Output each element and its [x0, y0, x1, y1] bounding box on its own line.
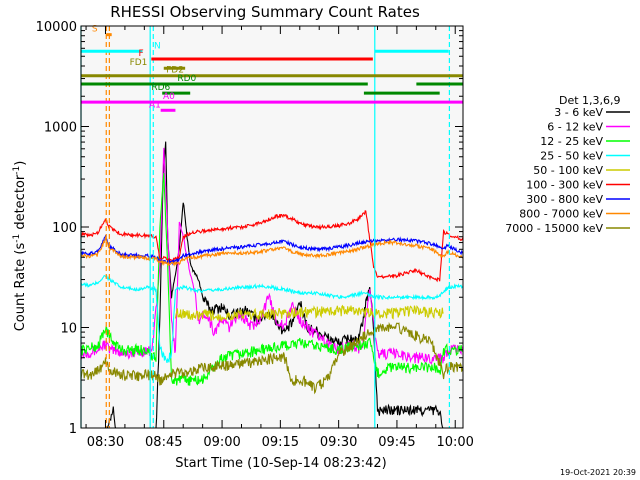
- y-tick-label: 10: [60, 322, 77, 337]
- legend-entry-label: 100 - 300 keV: [526, 179, 603, 192]
- axis-group: 1 10 100 1000 10000 08:30 08:45 09:00 09:15 09:30…: [36, 20, 474, 450]
- legend-title: Det 1,3,6,9: [559, 94, 621, 107]
- y-tick-label: 100: [52, 221, 77, 236]
- x-axis-label: Start Time (10-Sep-14 08:23:42): [175, 456, 386, 471]
- x-tick-label: 10:00: [436, 435, 473, 450]
- series-line-3: [81, 172, 463, 386]
- y-axis-label: Count Rate (s-1 detector-1): [12, 161, 28, 332]
- y-axis-label-close: ): [13, 161, 28, 166]
- x-tick-label: 09:45: [378, 435, 415, 450]
- y-tick-label: 10000: [36, 20, 77, 35]
- y-tick-label: 1000: [44, 121, 77, 136]
- flag-label-rd0: RD0: [177, 74, 196, 84]
- legend-entry-label: 800 - 7000 keV: [519, 208, 603, 221]
- chart-title: RHESSI Observing Summary Count Rates: [110, 3, 420, 21]
- x-tick-label: 08:45: [145, 435, 182, 450]
- series-line-6: [81, 210, 463, 283]
- x-tick-label: 08:30: [87, 435, 124, 450]
- series-line-4: [81, 274, 463, 364]
- flag-label-rd6: RD6: [151, 83, 170, 93]
- y-axis-label-main: Count Rate (s: [13, 243, 28, 332]
- flag-label-s: S: [92, 25, 98, 35]
- legend-entry-label: 300 - 800 keV: [526, 193, 603, 206]
- series-line-8: [81, 235, 463, 267]
- y-axis-label-exponent: -1: [12, 234, 22, 243]
- legend-entry-label: 6 - 12 keV: [547, 121, 603, 134]
- flag-label-fd2: FD2: [166, 66, 184, 76]
- flag-label-a0: A0: [163, 92, 175, 102]
- y-tick-label: 1: [69, 422, 77, 437]
- series-line-1: [81, 141, 463, 428]
- series-line-5: [174, 304, 444, 323]
- flag-label-f: F: [139, 49, 144, 59]
- series-group: [81, 141, 463, 428]
- flag-label-fd1: FD1: [130, 58, 148, 68]
- y-axis-label-unit: detector: [13, 174, 28, 234]
- flag-label-n: N: [154, 41, 161, 51]
- legend-entry-label: 7000 - 15000 keV: [505, 222, 603, 235]
- x-tick-label: 09:00: [203, 435, 240, 450]
- y-axis-label-exponent-2: -1: [12, 166, 22, 175]
- legend-entry-label: 12 - 25 keV: [540, 135, 603, 148]
- x-tick-label: 09:15: [262, 435, 299, 450]
- footer-timestamp: 19-Oct-2021 20:39: [560, 468, 636, 477]
- legend-entry-label: 25 - 50 keV: [540, 150, 603, 163]
- series-line-9: [81, 321, 463, 395]
- legend-entry-label: 50 - 100 keV: [533, 164, 603, 177]
- series-line-7: [81, 234, 463, 266]
- x-tick-label: 09:30: [320, 435, 357, 450]
- legend-entry-label: 3 - 6 keV: [554, 106, 603, 119]
- flag-label-a1: A1: [149, 100, 161, 110]
